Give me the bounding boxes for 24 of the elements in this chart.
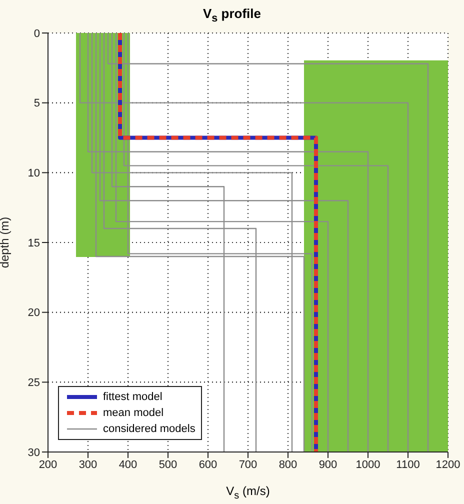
x-tick-label: 1100 <box>396 458 420 471</box>
x-tick-label: 700 <box>238 458 258 471</box>
y-tick-label: 25 <box>28 377 40 390</box>
x-tick-label: 600 <box>198 458 218 471</box>
x-axis-title: V$_{s}$ (m/s) <box>226 484 270 502</box>
x-tick-label: 300 <box>78 458 98 471</box>
x-tick-label: 1000 <box>356 458 380 471</box>
chart-title: V$_{s}$ profile <box>202 6 262 25</box>
legend-label: fittest model <box>103 391 162 403</box>
y-tick-label: 5 <box>34 98 40 110</box>
x-tick-label: 1200 <box>436 458 460 471</box>
x-tick-label: 800 <box>278 458 298 471</box>
legend-label: considered models <box>103 423 196 435</box>
x-tick-label: 900 <box>318 458 338 471</box>
x-tick-label: 200 <box>38 458 58 471</box>
x-tick-label: 400 <box>118 458 138 471</box>
y-tick-label: 30 <box>28 446 40 459</box>
y-axis-title: depth (m) <box>0 216 12 268</box>
y-tick-label: 20 <box>28 307 40 320</box>
y-tick-label: 15 <box>28 237 40 250</box>
x-tick-label: 500 <box>158 458 178 471</box>
legend-label: mean model <box>103 407 164 419</box>
y-tick-label: 10 <box>28 168 40 180</box>
y-tick-label: 0 <box>34 28 40 40</box>
